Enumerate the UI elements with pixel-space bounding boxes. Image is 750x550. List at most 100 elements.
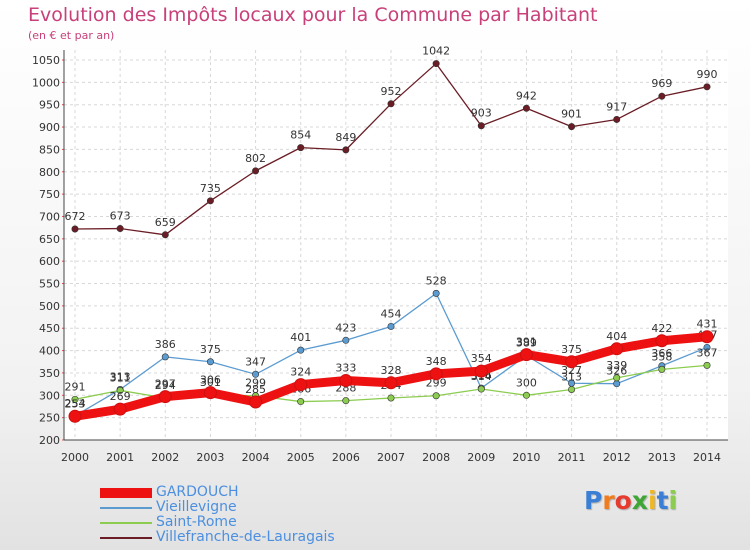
- data-point-gardouch: [429, 367, 443, 381]
- data-label-villefranche-de-lauragais: 901: [561, 108, 582, 121]
- legend-label-saint-rome: Saint-Rome: [156, 514, 237, 530]
- x-tick-label: 2012: [603, 451, 631, 464]
- x-tick-label: 2010: [512, 451, 540, 464]
- data-point-vieillevigne: [703, 343, 711, 351]
- x-tick-label: 2011: [558, 451, 586, 464]
- y-tick-label: 950: [39, 99, 60, 112]
- legend-swatch-vieillevigne: [100, 507, 152, 509]
- data-label-gardouch: 348: [426, 355, 447, 368]
- data-label-saint-rome: 294: [155, 379, 176, 392]
- data-label-villefranche-de-lauragais: 672: [65, 210, 86, 223]
- data-label-vieillevigne: 528: [426, 274, 447, 287]
- data-label-vieillevigne: 366: [651, 347, 672, 360]
- data-point-gardouch: [203, 386, 217, 400]
- data-point-saint-rome: [568, 385, 576, 393]
- proxiti-logo: Proxiti: [584, 486, 677, 515]
- data-point-gardouch: [294, 378, 308, 392]
- x-tick-label: 2003: [196, 451, 224, 464]
- data-label-villefranche-de-lauragais: 942: [516, 89, 537, 102]
- y-tick-label: 1050: [32, 54, 60, 67]
- data-point-villefranche-de-lauragais: [342, 146, 350, 154]
- data-label-vieillevigne: 389: [516, 337, 537, 350]
- data-point-saint-rome: [522, 391, 530, 399]
- data-point-gardouch: [384, 376, 398, 390]
- data-label-villefranche-de-lauragais: 990: [697, 68, 718, 81]
- data-label-saint-rome: 311: [110, 371, 131, 384]
- y-tick-label: 850: [39, 143, 60, 156]
- data-point-gardouch: [474, 364, 488, 378]
- data-label-vieillevigne: 401: [290, 331, 311, 344]
- y-tick-label: 400: [39, 345, 60, 358]
- data-label-vieillevigne: 327: [561, 364, 582, 377]
- y-tick-label: 450: [39, 322, 60, 335]
- x-tick-label: 2000: [61, 451, 89, 464]
- data-point-gardouch: [519, 348, 533, 362]
- y-tick-label: 550: [39, 278, 60, 291]
- data-point-villefranche-de-lauragais: [206, 197, 214, 205]
- x-tick-label: 2013: [648, 451, 676, 464]
- data-label-saint-rome: 339: [606, 359, 627, 372]
- data-label-vieillevigne: 454: [381, 307, 402, 320]
- y-tick-label: 700: [39, 210, 60, 223]
- data-point-saint-rome: [703, 361, 711, 369]
- data-label-villefranche-de-lauragais: 735: [200, 182, 221, 195]
- data-point-saint-rome: [387, 394, 395, 402]
- data-label-vieillevigne: 326: [606, 365, 627, 378]
- data-point-gardouch: [610, 342, 624, 356]
- x-tick-label: 2008: [422, 451, 450, 464]
- data-label-gardouch: 333: [335, 362, 356, 375]
- data-label-saint-rome: 300: [516, 376, 537, 389]
- data-label-saint-rome: 299: [426, 377, 447, 390]
- x-tick-label: 2002: [151, 451, 179, 464]
- data-point-villefranche-de-lauragais: [568, 123, 576, 131]
- data-label-vieillevigne: 386: [155, 338, 176, 351]
- data-point-saint-rome: [658, 365, 666, 373]
- data-label-saint-rome: 291: [65, 380, 86, 393]
- data-label-vieillevigne: 313: [110, 370, 131, 383]
- legend-label-vieillevigne: Vieillevigne: [156, 499, 237, 515]
- data-point-villefranche-de-lauragais: [387, 100, 395, 108]
- data-point-saint-rome: [477, 385, 485, 393]
- data-point-vieillevigne: [387, 322, 395, 330]
- data-point-saint-rome: [342, 397, 350, 405]
- chart-title: Evolution des Impôts locaux pour la Comm…: [28, 4, 598, 26]
- data-label-gardouch: 375: [561, 343, 582, 356]
- y-tick-label: 200: [39, 434, 60, 447]
- x-tick-label: 2006: [332, 451, 360, 464]
- y-tick-label: 650: [39, 233, 60, 246]
- y-tick-label: 900: [39, 121, 60, 134]
- legend-swatch-villefranche: [100, 537, 152, 539]
- data-label-gardouch: 431: [697, 318, 718, 331]
- data-point-villefranche-de-lauragais: [613, 115, 621, 123]
- logo-letter: P: [584, 486, 603, 515]
- data-label-villefranche-de-lauragais: 903: [471, 107, 492, 120]
- data-point-saint-rome: [432, 392, 440, 400]
- data-label-vieillevigne: 254: [65, 397, 86, 410]
- logo-letter: t: [656, 486, 669, 515]
- data-point-vieillevigne: [297, 346, 305, 354]
- data-point-saint-rome: [613, 374, 621, 382]
- data-label-vieillevigne: 375: [200, 343, 221, 356]
- data-point-villefranche-de-lauragais: [432, 60, 440, 68]
- y-tick-label: 1000: [32, 76, 60, 89]
- data-point-vieillevigne: [161, 353, 169, 361]
- data-point-gardouch: [249, 395, 263, 409]
- data-label-villefranche-de-lauragais: 952: [381, 85, 402, 98]
- data-label-villefranche-de-lauragais: 854: [290, 129, 311, 142]
- y-tick-label: 300: [39, 389, 60, 402]
- data-label-gardouch: 306: [200, 374, 221, 387]
- data-label-gardouch: 422: [651, 322, 672, 335]
- data-label-saint-rome: 301: [200, 376, 221, 389]
- data-label-saint-rome: 299: [245, 377, 266, 390]
- data-point-gardouch: [700, 330, 714, 344]
- data-label-villefranche-de-lauragais: 969: [651, 77, 672, 90]
- y-tick-label: 500: [39, 300, 60, 313]
- data-label-saint-rome: 358: [651, 350, 672, 363]
- data-label-gardouch: 253: [65, 397, 86, 410]
- x-tick-label: 2001: [106, 451, 134, 464]
- data-point-villefranche-de-lauragais: [703, 83, 711, 91]
- data-point-villefranche-de-lauragais: [658, 92, 666, 100]
- data-label-villefranche-de-lauragais: 659: [155, 216, 176, 229]
- data-label-gardouch: 324: [290, 366, 311, 379]
